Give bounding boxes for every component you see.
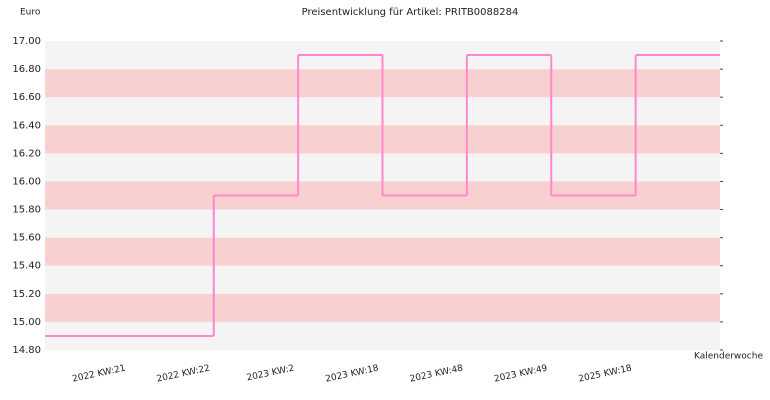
x-tick-label: 2022 KW:22 bbox=[156, 364, 211, 385]
x-tick-label: 2023 KW:48 bbox=[409, 364, 464, 385]
y-tick-label: 15.40 bbox=[12, 261, 41, 272]
band bbox=[45, 293, 720, 322]
y-tick-label: 15.20 bbox=[12, 289, 41, 300]
x-tick-label: 2022 KW:21 bbox=[71, 364, 126, 385]
y-tick-label: 15.80 bbox=[12, 205, 41, 216]
y-tick-label: 14.80 bbox=[12, 345, 41, 356]
x-tick-label: 2025 KW:18 bbox=[578, 364, 633, 385]
y-tick-label: 15.60 bbox=[12, 233, 41, 244]
chart-title: Preisentwicklung für Artikel: PRITB00882… bbox=[302, 7, 519, 18]
y-tick-label: 16.60 bbox=[12, 92, 41, 103]
band bbox=[45, 265, 720, 294]
y-tick-label: 16.80 bbox=[12, 64, 41, 75]
y-tick-label: 16.00 bbox=[12, 176, 41, 187]
x-axis-label: Kalenderwoche bbox=[694, 352, 763, 362]
band bbox=[45, 209, 720, 238]
y-axis-label: Euro bbox=[20, 8, 41, 18]
x-tick-label: 2023 KW:2 bbox=[246, 364, 296, 384]
x-tick-label: 2023 KW:49 bbox=[493, 364, 548, 385]
band bbox=[45, 237, 720, 266]
x-tick-label: 2023 KW:18 bbox=[325, 364, 380, 385]
y-tick-label: 16.20 bbox=[12, 148, 41, 159]
y-tick-label: 15.00 bbox=[12, 317, 41, 328]
y-tick-label: 17.00 bbox=[12, 36, 41, 47]
y-tick-label: 16.40 bbox=[12, 120, 41, 131]
